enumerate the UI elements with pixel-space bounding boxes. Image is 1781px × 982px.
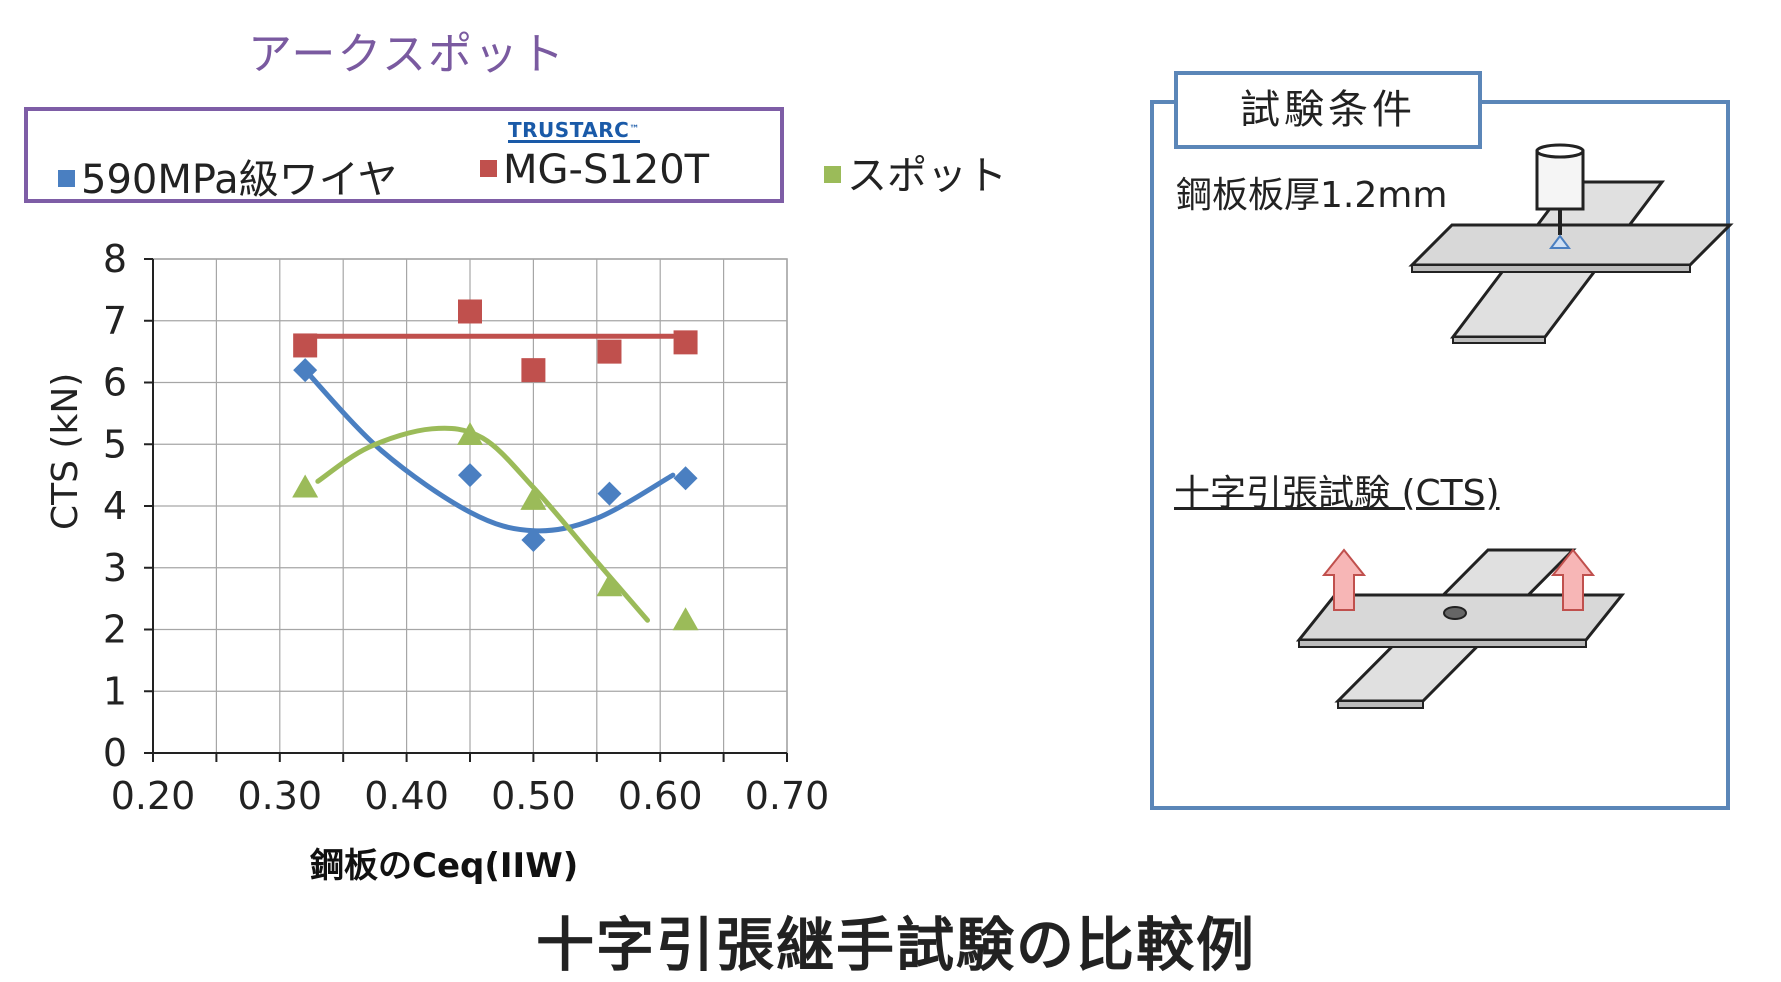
x-tick-label: 0.60	[618, 774, 703, 818]
legend: TRUSTARC™ 590MPa級ワイヤ MG-S120T	[24, 107, 784, 203]
test-conditions-tab: 試験条件	[1174, 71, 1482, 149]
y-tick-label: 4	[103, 484, 127, 528]
arc-spot-diagram	[1408, 143, 1734, 344]
legend-label-spot: スポット	[847, 153, 1007, 199]
plate-thickness-label: 鋼板板厚1.2mm	[1176, 175, 1448, 216]
trendline-series-2	[315, 425, 651, 623]
lower-plate-edge	[1452, 336, 1546, 344]
data-point-diamond	[597, 481, 622, 506]
square-icon	[824, 166, 841, 183]
up-arrow-icon	[1321, 548, 1367, 611]
x-axis-label: 鋼板のCeq(IIW)	[310, 846, 579, 886]
data-point-square	[521, 358, 546, 383]
data-point-triangle	[596, 573, 623, 597]
trustarc-logo: TRUSTARC™	[508, 120, 640, 143]
torch-top	[1535, 143, 1585, 159]
y-tick-label: 1	[103, 669, 127, 713]
cts-upper-plate-edge	[1298, 639, 1587, 648]
cts-test-label: 十字引張試験 (CTS)	[1174, 473, 1500, 514]
x-tick-label: 0.50	[491, 774, 576, 818]
arc-triangle-icon	[1549, 234, 1571, 249]
legend-item-spot: スポット	[824, 143, 1007, 201]
square-icon	[58, 170, 75, 187]
upper-plate	[1408, 223, 1734, 267]
x-tick-label: 0.40	[364, 774, 449, 818]
legend-label-mg: MG-S120T	[503, 147, 710, 193]
data-point-square	[458, 299, 482, 324]
main-title: 十字引張継手試験の比較例	[536, 911, 1257, 979]
torch-body	[1535, 149, 1585, 211]
data-point-triangle	[457, 421, 483, 445]
upper-plate-edge	[1411, 264, 1691, 273]
x-tick-label: 0.20	[111, 774, 196, 818]
square-icon	[480, 160, 497, 177]
data-point-diamond	[458, 463, 482, 488]
y-tick-label: 8	[103, 237, 127, 281]
y-tick-label: 5	[103, 422, 127, 466]
data-point-triangle	[520, 486, 547, 510]
y-tick-label: 2	[103, 608, 127, 652]
data-point-diamond	[673, 466, 698, 491]
cts-lower-plate-edge	[1337, 700, 1424, 709]
up-arrow-icon	[1550, 548, 1596, 611]
data-point-diamond	[293, 358, 318, 383]
data-point-square	[673, 330, 698, 355]
x-tick-label: 0.70	[745, 774, 830, 818]
legend-item-mg: MG-S120T	[480, 147, 709, 193]
data-point-square	[293, 333, 318, 358]
weld-nugget	[1443, 606, 1467, 620]
logo-trademark: ™	[629, 124, 640, 135]
logo-text: TRUSTARC	[508, 118, 630, 142]
y-tick-label: 6	[103, 361, 127, 405]
data-point-diamond	[521, 527, 546, 552]
y-tick-label: 7	[103, 299, 127, 343]
data-point-triangle	[672, 607, 699, 631]
y-tick-label: 0	[103, 731, 127, 775]
arc-spot-title: アークスポット	[248, 29, 567, 80]
x-tick-label: 0.30	[237, 774, 322, 818]
y-tick-label: 3	[103, 546, 127, 590]
data-point-triangle	[292, 474, 319, 498]
data-point-square	[597, 339, 622, 364]
legend-label-wire: 590MPa級ワイヤ	[81, 157, 398, 203]
legend-item-wire: 590MPa級ワイヤ	[58, 147, 398, 205]
trendline-series-0	[302, 367, 676, 534]
plot-area: 0.20 0.30 0.40 0.50 0.60 0.70 0 1 2 3 4 5 6 7 8	[103, 237, 829, 818]
cts-diagram	[1295, 548, 1626, 709]
